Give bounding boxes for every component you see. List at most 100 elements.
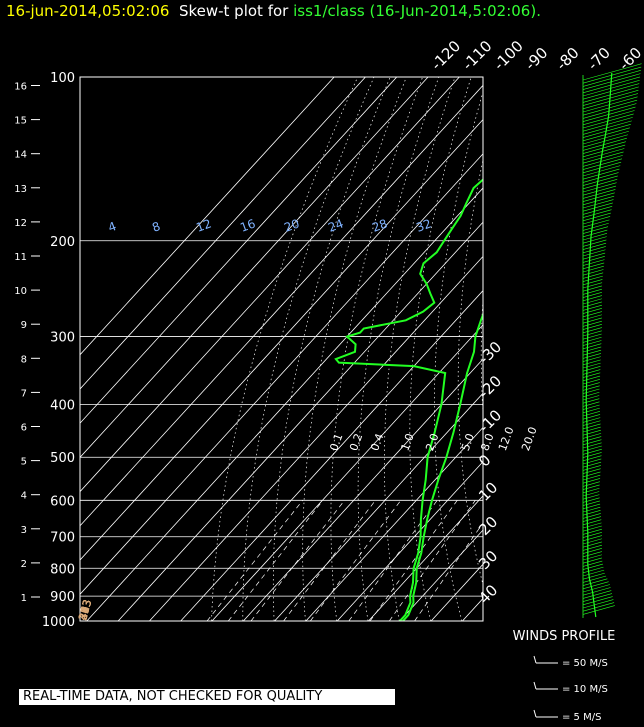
wind-barb: [582, 269, 604, 276]
wind-barb: [582, 525, 602, 532]
wind-barb: [582, 557, 602, 564]
height-tick-label: 13: [14, 184, 27, 195]
theta-label: 373: [76, 598, 94, 622]
wind-barb: [582, 510, 601, 516]
wind-barb: [582, 83, 640, 100]
wind-barb: [582, 401, 600, 407]
height-tick-label: 4: [21, 491, 27, 502]
wind-barb: [582, 584, 611, 593]
wind-barb: [582, 124, 631, 138]
pressure-tick-label: 200: [50, 235, 75, 250]
dry-adiabat-line: [409, 77, 472, 621]
wind-barb: [582, 333, 602, 340]
mixing-ratio-label-lower: 0.1: [327, 432, 345, 453]
mixing-ratio-label: 8: [150, 219, 162, 235]
isotherm-line: [80, 77, 398, 424]
wind-barb: [582, 587, 611, 596]
wind-barb: [582, 465, 601, 471]
wind-barb: [582, 506, 601, 513]
wind-barb: [582, 279, 603, 286]
wind-barb: [582, 478, 601, 484]
wind-barb: [582, 404, 600, 410]
wind-barb: [582, 581, 609, 590]
wind-barb: [582, 219, 610, 228]
theta-label: 343: [76, 598, 94, 622]
dry-adiabat-line: [547, 77, 619, 621]
isotherm-line: [80, 153, 483, 595]
height-tick-label: 11: [14, 252, 27, 263]
wind-barb: [582, 86, 639, 103]
isotherm-line: [80, 77, 429, 458]
wind-barb: [582, 513, 601, 519]
isotherm-line: [149, 255, 483, 621]
wind-barb: [582, 330, 602, 337]
pressure-tick-label: 500: [50, 451, 75, 466]
wind-barb: [582, 259, 605, 266]
wind-barb: [582, 535, 602, 542]
wind-barb: [582, 192, 615, 202]
isotherm-line: [80, 118, 483, 561]
title-station: iss1/class: [293, 2, 365, 20]
wind-barb: [582, 155, 623, 167]
wind-barb: [582, 439, 602, 446]
mixing-ratio-label: 32: [414, 216, 433, 234]
wind-barb: [582, 353, 602, 359]
wind-barb: [582, 491, 600, 497]
temperature-trace: [402, 311, 483, 621]
mixing-ratio-line: [250, 500, 345, 621]
theta-label: 403: [76, 598, 94, 622]
wind-barb: [582, 528, 602, 535]
wind-barb: [582, 426, 601, 433]
theta-label: 423: [76, 598, 94, 622]
wind-barb: [582, 481, 600, 487]
wind-barb: [582, 148, 625, 161]
winds-legend-label: = 50 M/S: [562, 658, 608, 669]
wind-barb: [582, 554, 602, 561]
temperature-right-label: -30: [475, 338, 505, 368]
winds-legend-barb: [533, 681, 537, 690]
wind-barb: [582, 106, 636, 122]
mixing-ratio-label: 28: [370, 216, 389, 234]
height-tick-label: 15: [14, 116, 27, 127]
wind-barb: [582, 93, 639, 110]
mixing-ratio-label-lower: 0.4: [368, 432, 386, 453]
theta-label: 263: [76, 598, 94, 622]
wind-barb: [582, 246, 606, 254]
temperature-top-label: -110: [459, 37, 496, 74]
isotherm-line: [80, 84, 483, 527]
wind-barb: [582, 500, 600, 506]
temperature-top-label: -70: [584, 44, 614, 74]
wind-barb: [582, 448, 602, 455]
wind-barb: [582, 420, 601, 426]
isotherm-line: [525, 77, 644, 621]
winds-title: WINDS PROFILE: [513, 629, 616, 644]
height-tick-label: 2: [21, 559, 27, 570]
pressure-tick-label: 400: [50, 399, 75, 414]
wind-barb: [582, 474, 601, 481]
wind-barb: [582, 117, 633, 132]
plot-border: [79, 76, 484, 622]
mixing-ratio-line: [310, 500, 402, 621]
wind-barb: [582, 308, 602, 314]
title-period: .: [536, 2, 541, 20]
theta-label: 273: [76, 598, 94, 622]
wind-barb: [582, 548, 602, 554]
wind-barb: [582, 272, 604, 279]
mixing-ratio-label-lower: 20.0: [519, 425, 540, 452]
isotherm-line: [368, 495, 483, 621]
isotherm-line: [211, 324, 483, 621]
wind-barb: [582, 301, 602, 308]
theta-label: 313: [76, 598, 94, 622]
wind-barb: [582, 189, 616, 199]
wind-barb: [582, 127, 630, 142]
pressure-tick-label: 300: [50, 331, 75, 346]
theta-label: 413: [76, 598, 94, 622]
dry-adiabat-line: [457, 158, 483, 587]
wind-barb: [582, 212, 611, 222]
wind-barb: [582, 141, 627, 154]
height-tick-label: 3: [21, 525, 27, 536]
wind-barb: [582, 236, 607, 244]
mixing-ratio-label-lower: 1.0: [399, 432, 417, 453]
wind-barb: [582, 99, 638, 116]
wind-barb: [582, 161, 622, 174]
